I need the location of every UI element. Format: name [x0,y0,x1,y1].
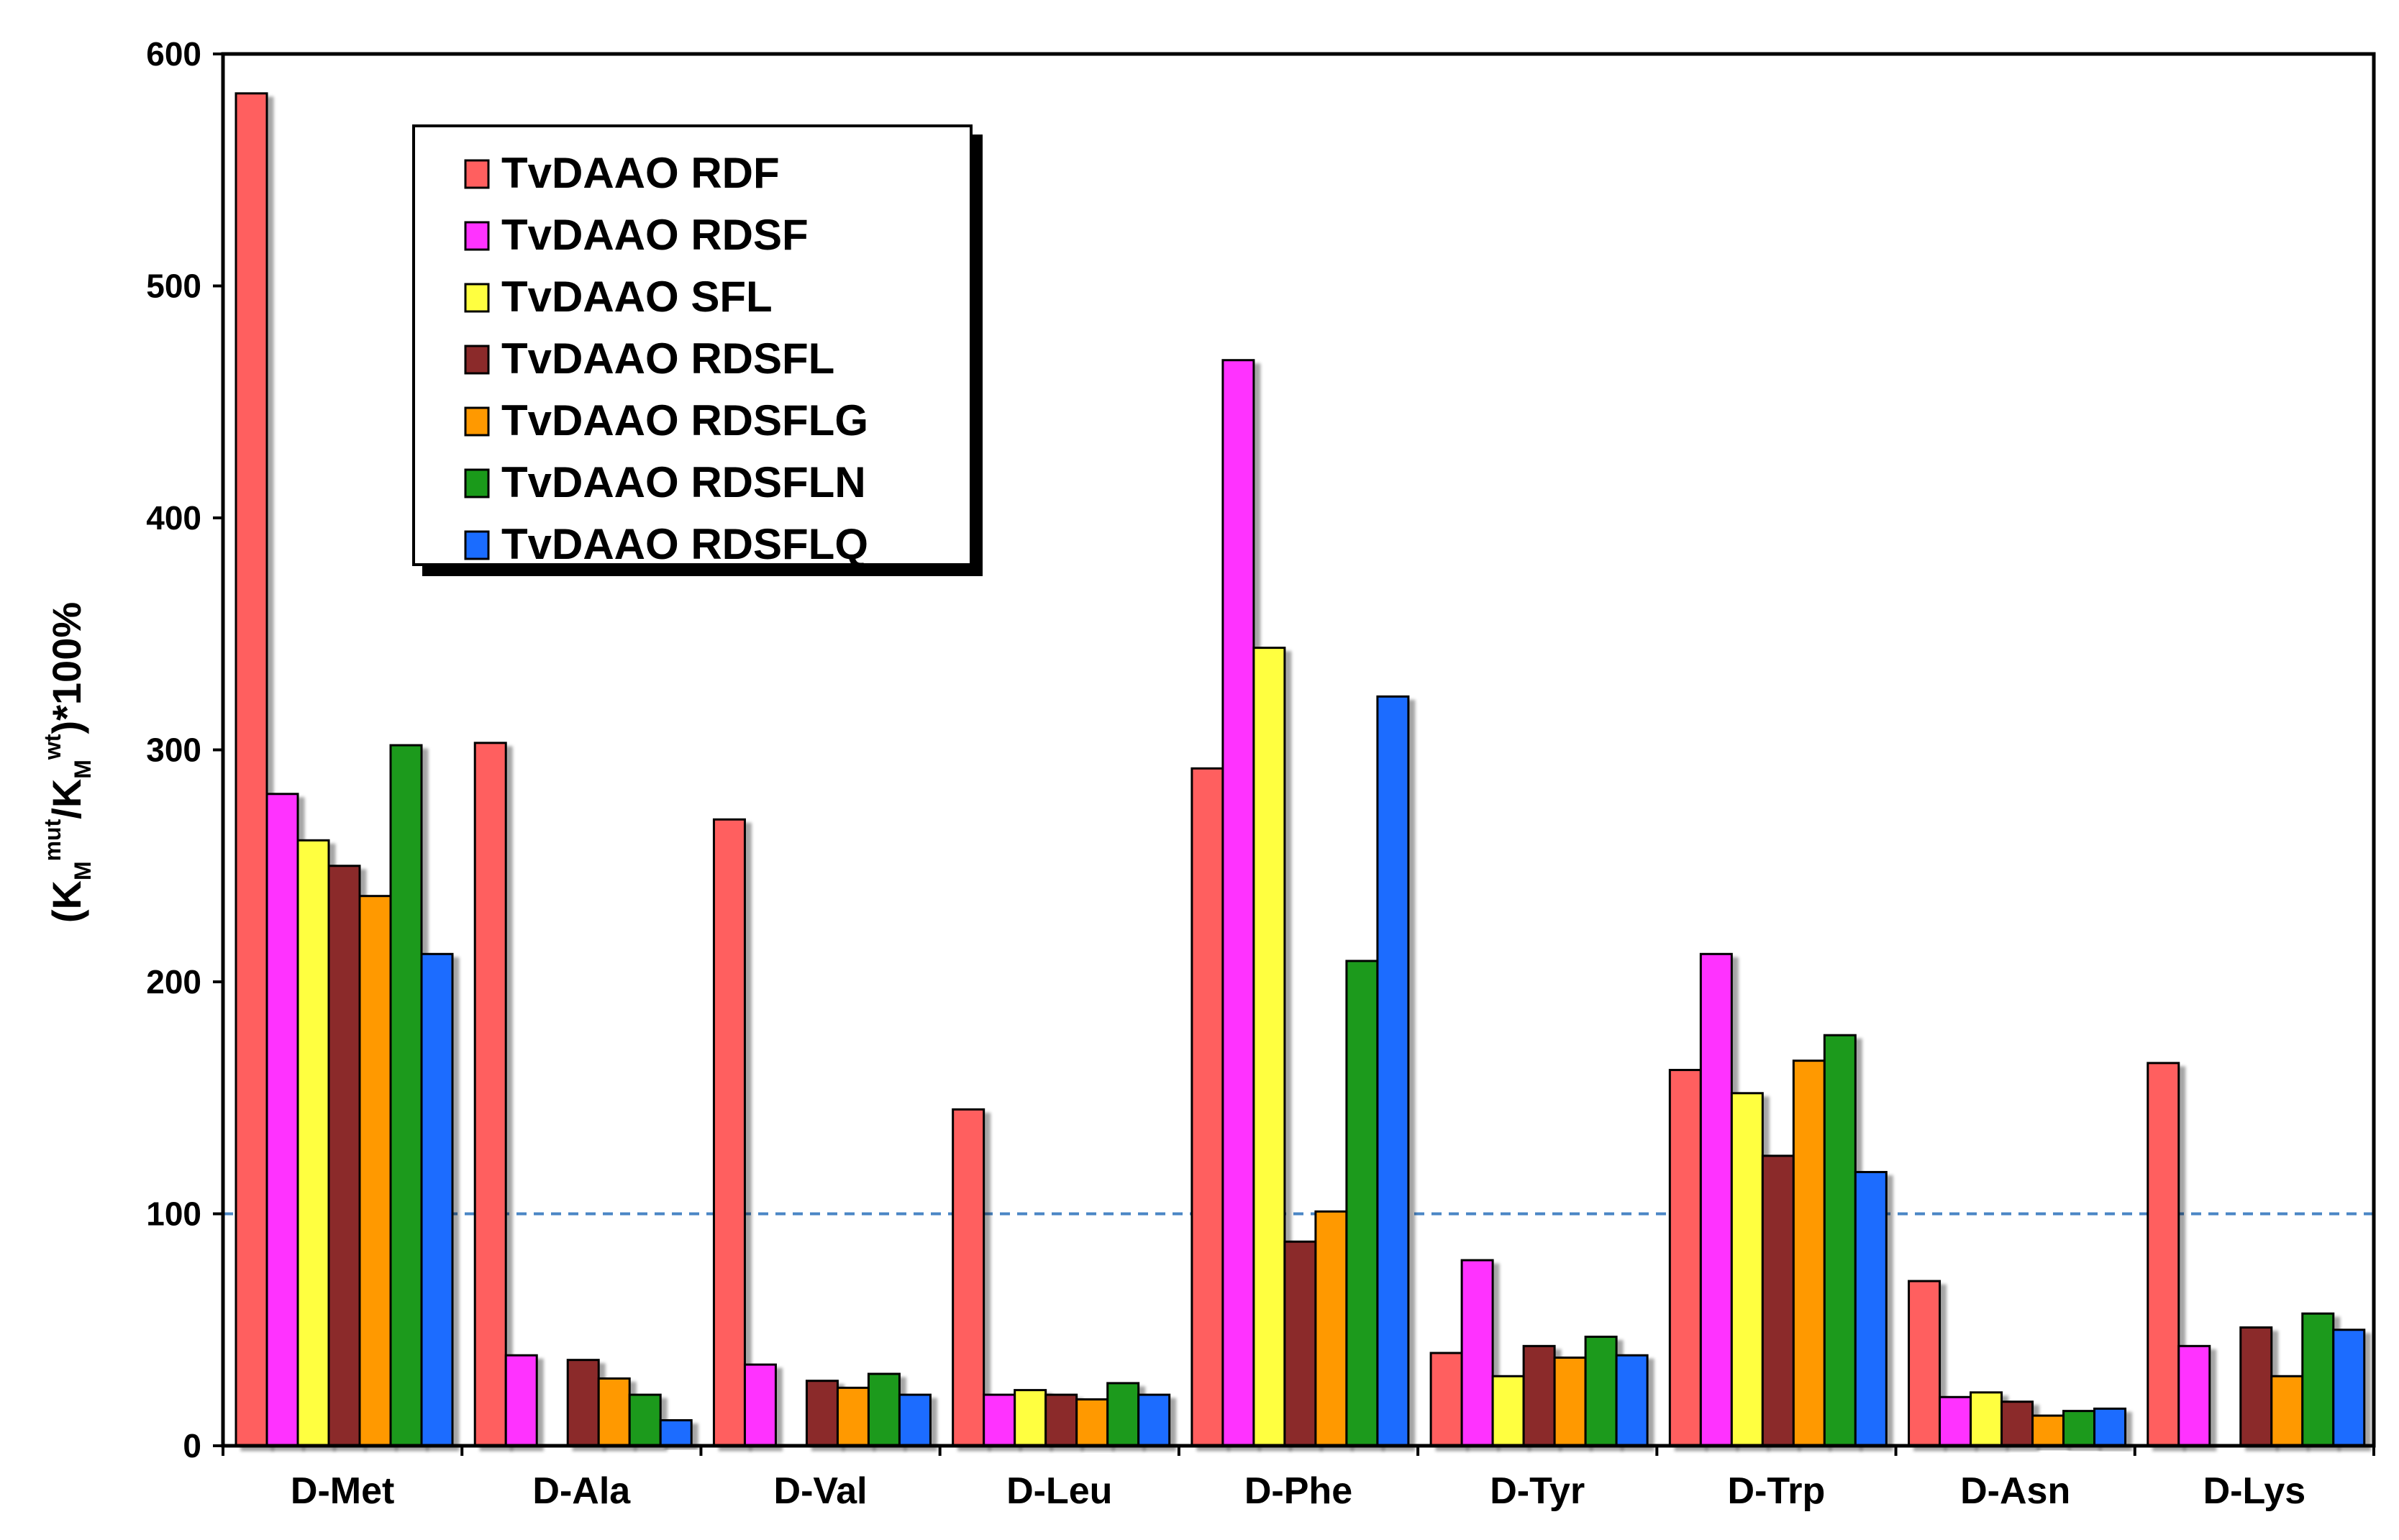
y-tick-label: 400 [146,499,201,537]
bar-d-lys-tvdaao-rdf [2147,1062,2180,1447]
bar-d-met-tvdaao-rdsflq [420,952,454,1447]
bar-d-val-tvdaao-rdsflq [898,1393,932,1447]
bar-d-lys-tvdaao-rdsfl [2239,1326,2273,1447]
x-tick-label: D-Val [774,1470,868,1512]
bar-d-phe-tvdaao-rdsfl [1283,1240,1317,1447]
bar-d-asn-tvdaao-sfl [1970,1391,2003,1447]
bar-d-trp-tvdaao-rdf [1668,1069,1702,1447]
bar-d-phe-tvdaao-sfl [1252,647,1286,1447]
legend-label: TvDAAO RDSFL [501,334,834,383]
bar-d-tyr-tvdaao-rdsflq [1615,1354,1649,1447]
bar-d-leu-tvdaao-rdsfl [1044,1393,1078,1447]
bar-d-phe-tvdaao-rdsflg [1314,1210,1348,1447]
bar-d-val-tvdaao-rdsflg [836,1386,870,1447]
bar-d-met-tvdaao-rdsflg [358,895,392,1447]
bar-d-trp-tvdaao-rdsf [1699,952,1733,1447]
bar-d-leu-tvdaao-rdf [952,1108,985,1447]
legend-swatch [464,468,490,498]
bar-d-asn-tvdaao-rdsflq [2093,1407,2127,1447]
bar-d-met-tvdaao-rdsfl [327,865,361,1447]
bar-d-trp-tvdaao-rdsfln [1823,1034,1857,1447]
bar-d-lys-tvdaao-rdsflq [2332,1329,2366,1447]
bar-d-val-tvdaao-rdsfln [867,1372,901,1447]
bar-d-leu-tvdaao-sfl [1014,1389,1047,1447]
bar-d-met-tvdaao-rdsfln [389,744,423,1447]
bar-d-ala-tvdaao-rdsf [504,1354,538,1447]
bar-d-phe-tvdaao-rdsf [1221,359,1255,1447]
y-axis-title: (KMmut/KMwt)*100% [40,602,96,923]
bar-d-asn-tvdaao-rdsfl [2000,1400,2034,1447]
x-tick-label: D-Trp [1728,1470,1826,1512]
bar-d-met-tvdaao-sfl [296,839,330,1447]
bar-d-met-tvdaao-rdsf [265,793,299,1447]
bar-d-tyr-tvdaao-sfl [1491,1375,1525,1447]
y-tick-label: 500 [146,268,201,305]
plot-area: 0 100 200 300 400 500 600 D-Met D-Ala D-Val D-Leu D… [146,35,2376,1512]
y-axis-label: (KMmut/KMwt)*100% [40,602,96,923]
bar-d-lys-tvdaao-rdsflg [2270,1375,2304,1447]
bar-d-leu-tvdaao-rdsflg [1075,1398,1109,1447]
bar-d-phe-tvdaao-rdf [1191,767,1224,1447]
bar-d-asn-tvdaao-rdf [1908,1280,1941,1447]
bar-d-val-tvdaao-rdsfl [805,1380,839,1447]
bar-d-leu-tvdaao-rdsflq [1137,1393,1171,1447]
y-tick-label: 100 [146,1195,201,1233]
bar-d-met-tvdaao-rdf [235,92,268,1447]
bar-d-lys-tvdaao-rdsfln [2301,1312,2335,1447]
bar-d-ala-tvdaao-rdsfln [628,1393,662,1447]
legend-swatch [464,345,490,375]
bar-d-val-tvdaao-rdsf [743,1363,777,1447]
x-tick-label: D-Leu [1006,1470,1112,1512]
legend-label: TvDAAO RDSFLQ [501,520,868,568]
legend-label: TvDAAO RDSF [501,211,809,259]
legend-swatch [464,159,490,189]
x-tick-label: D-Met [291,1470,394,1512]
legend-label: TvDAAO RDF [501,149,780,197]
y-tick-label: 0 [183,1427,201,1464]
legend-label: TvDAAO RDSFLG [501,396,868,445]
y-tick-label: 200 [146,963,201,1001]
bar-d-phe-tvdaao-rdsflq [1376,695,1410,1447]
bar-d-ala-tvdaao-rdsflg [597,1377,631,1447]
bar-d-ala-tvdaao-rdf [473,742,507,1447]
y-tick-label: 300 [146,732,201,769]
y-tick-label: 600 [146,35,201,73]
bar-d-tyr-tvdaao-rdsflg [1553,1356,1587,1447]
legend-swatch [464,530,490,560]
bar-d-trp-tvdaao-rdsflg [1792,1060,1826,1447]
bar-d-trp-tvdaao-sfl [1730,1092,1764,1447]
bar-d-tyr-tvdaao-rdf [1429,1352,1463,1447]
x-tick-label: D-Ala [532,1470,631,1512]
bar-d-asn-tvdaao-rdsf [1939,1395,1972,1447]
legend-label: TvDAAO RDSFLN [501,458,866,506]
bar-d-ala-tvdaao-rdsflq [659,1419,693,1447]
bar-d-lys-tvdaao-rdsf [2177,1344,2211,1447]
bar-d-leu-tvdaao-rdsf [983,1393,1016,1447]
bar-d-tyr-tvdaao-rdsf [1460,1259,1494,1447]
bar-d-val-tvdaao-rdf [712,818,746,1447]
legend-label: TvDAAO SFL [501,273,773,321]
legend-swatch [464,283,490,313]
x-tick-label: D-Asn [1960,1470,2070,1512]
x-tick-label: D-Phe [1244,1470,1352,1512]
legend-box [412,124,973,566]
bar-d-ala-tvdaao-rdsfl [566,1359,600,1447]
x-tick-label: D-Tyr [1490,1470,1585,1512]
bar-d-asn-tvdaao-rdsflg [2031,1414,2065,1447]
bar-d-trp-tvdaao-rdsfl [1761,1154,1795,1447]
legend-swatch [464,221,490,251]
bar-d-leu-tvdaao-rdsfln [1106,1382,1140,1447]
bar-d-phe-tvdaao-rdsfln [1345,960,1379,1447]
bar-d-asn-tvdaao-rdsfln [2062,1410,2096,1447]
legend-swatch [464,406,490,437]
x-tick-label: D-Lys [2203,1470,2306,1512]
bar-d-tyr-tvdaao-rdsfln [1584,1335,1618,1447]
bar-d-trp-tvdaao-rdsflq [1854,1170,1888,1447]
bar-d-tyr-tvdaao-rdsfl [1522,1344,1556,1447]
legend: TvDAAO RDF TvDAAO RDSF TvDAAO SFL TvDAAO RD… [412,124,973,568]
